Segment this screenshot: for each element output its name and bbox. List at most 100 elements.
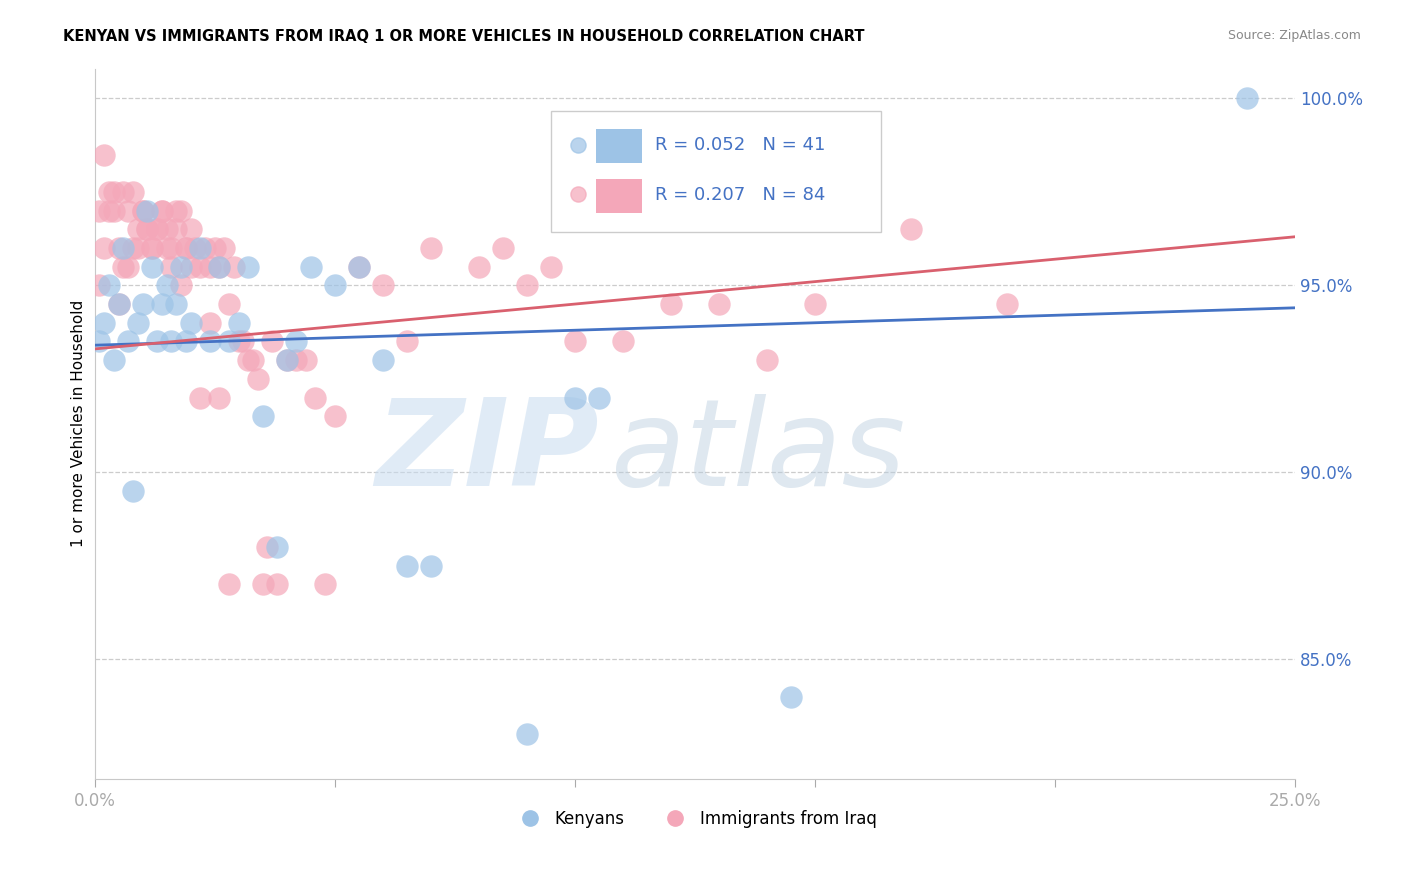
- Text: Source: ZipAtlas.com: Source: ZipAtlas.com: [1227, 29, 1361, 42]
- Point: [238, 353, 260, 368]
- Point: [89, 203, 111, 218]
- Point: [131, 203, 153, 218]
- Point: [146, 334, 169, 349]
- Point: [395, 558, 418, 573]
- Point: [540, 260, 562, 274]
- Point: [323, 278, 346, 293]
- Point: [117, 260, 139, 274]
- Point: [218, 334, 240, 349]
- Bar: [596, 129, 643, 163]
- Text: KENYAN VS IMMIGRANTS FROM IRAQ 1 OR MORE VEHICLES IN HOUSEHOLD CORRELATION CHART: KENYAN VS IMMIGRANTS FROM IRAQ 1 OR MORE…: [63, 29, 865, 44]
- Point: [262, 334, 284, 349]
- Point: [150, 297, 173, 311]
- Point: [136, 222, 159, 236]
- Point: [198, 260, 221, 274]
- FancyBboxPatch shape: [551, 112, 882, 232]
- Point: [198, 316, 221, 330]
- Point: [218, 577, 240, 591]
- Point: [174, 241, 197, 255]
- Point: [170, 203, 193, 218]
- Point: [188, 391, 211, 405]
- Point: [323, 409, 346, 424]
- Text: R = 0.052   N = 41: R = 0.052 N = 41: [655, 136, 825, 154]
- Point: [117, 334, 139, 349]
- Point: [707, 297, 730, 311]
- Point: [107, 241, 129, 255]
- Point: [347, 260, 370, 274]
- Point: [150, 203, 173, 218]
- Point: [276, 353, 298, 368]
- Point: [122, 185, 145, 199]
- Point: [98, 278, 121, 293]
- Point: [160, 260, 183, 274]
- Point: [419, 558, 441, 573]
- Text: ZIP: ZIP: [375, 393, 599, 510]
- Point: [242, 353, 264, 368]
- Point: [112, 241, 135, 255]
- Point: [347, 260, 370, 274]
- Point: [160, 334, 183, 349]
- Point: [122, 241, 145, 255]
- Point: [131, 203, 153, 218]
- Text: atlas: atlas: [610, 393, 905, 510]
- Point: [194, 241, 217, 255]
- Point: [256, 540, 278, 554]
- Point: [155, 222, 177, 236]
- Point: [103, 185, 125, 199]
- Point: [252, 409, 274, 424]
- Point: [141, 241, 163, 255]
- Point: [165, 222, 187, 236]
- Point: [419, 241, 441, 255]
- Point: [228, 334, 250, 349]
- Point: [218, 297, 240, 311]
- Point: [89, 278, 111, 293]
- Point: [141, 260, 163, 274]
- Point: [127, 241, 149, 255]
- Point: [314, 577, 336, 591]
- Point: [516, 278, 538, 293]
- Point: [174, 241, 197, 255]
- Point: [266, 577, 288, 591]
- Point: [174, 334, 197, 349]
- Point: [208, 391, 231, 405]
- Point: [995, 297, 1018, 311]
- Point: [304, 391, 326, 405]
- Point: [170, 260, 193, 274]
- Point: [285, 334, 308, 349]
- Point: [184, 241, 207, 255]
- Legend: Kenyans, Immigrants from Iraq: Kenyans, Immigrants from Iraq: [506, 803, 883, 835]
- Point: [165, 203, 187, 218]
- Point: [131, 297, 153, 311]
- Point: [492, 241, 515, 255]
- Point: [89, 334, 111, 349]
- Point: [588, 391, 610, 405]
- Point: [285, 353, 308, 368]
- Point: [155, 278, 177, 293]
- Point: [93, 147, 115, 161]
- Point: [122, 483, 145, 498]
- Point: [107, 297, 129, 311]
- Point: [212, 241, 235, 255]
- Point: [136, 222, 159, 236]
- Point: [208, 260, 231, 274]
- Point: [208, 260, 231, 274]
- Point: [146, 222, 169, 236]
- Bar: [596, 178, 643, 212]
- Point: [755, 353, 778, 368]
- Point: [180, 316, 202, 330]
- Point: [112, 260, 135, 274]
- Point: [276, 353, 298, 368]
- Point: [228, 316, 250, 330]
- Point: [117, 203, 139, 218]
- Point: [141, 241, 163, 255]
- Point: [150, 203, 173, 218]
- Point: [516, 727, 538, 741]
- Point: [779, 690, 801, 704]
- Point: [112, 185, 135, 199]
- Point: [222, 260, 245, 274]
- Point: [98, 185, 121, 199]
- Point: [238, 260, 260, 274]
- Point: [188, 241, 211, 255]
- Point: [103, 353, 125, 368]
- Point: [395, 334, 418, 349]
